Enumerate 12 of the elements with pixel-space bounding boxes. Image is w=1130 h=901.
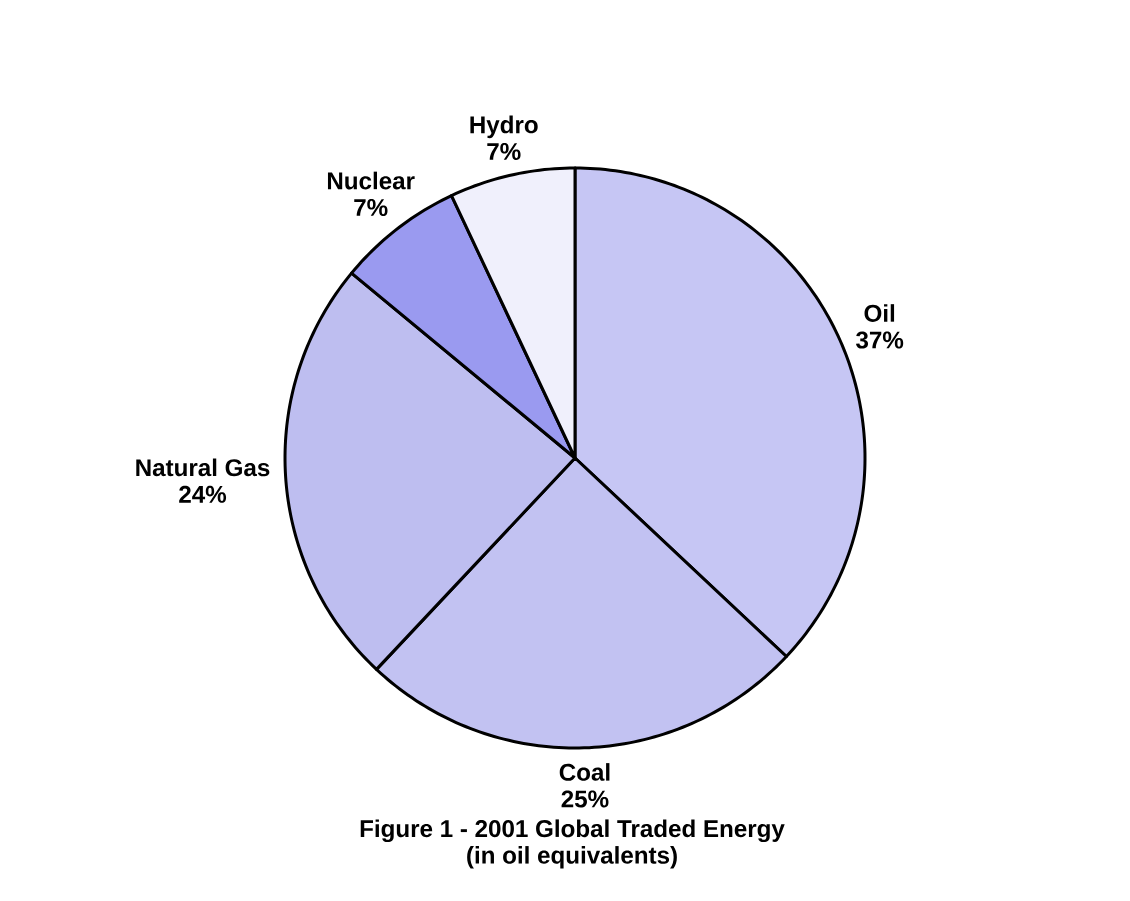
data-label: 24% bbox=[179, 485, 227, 503]
slice-label: Hydro bbox=[470, 115, 538, 139]
data-label: 25% bbox=[561, 790, 609, 808]
data-label: 37% bbox=[856, 331, 904, 349]
slice-label: Oil bbox=[864, 304, 895, 322]
text: Figure 1 - 2001 Global Traded Energy bbox=[360, 819, 785, 843]
slice-label: Natural Gas bbox=[136, 458, 270, 477]
text: (in oil equivalents) bbox=[467, 846, 677, 869]
data-label: 7% bbox=[487, 142, 521, 160]
data-label: 7% bbox=[354, 199, 388, 217]
slice-label: Nuclear bbox=[327, 171, 415, 190]
slice-label: Coal bbox=[559, 763, 610, 781]
